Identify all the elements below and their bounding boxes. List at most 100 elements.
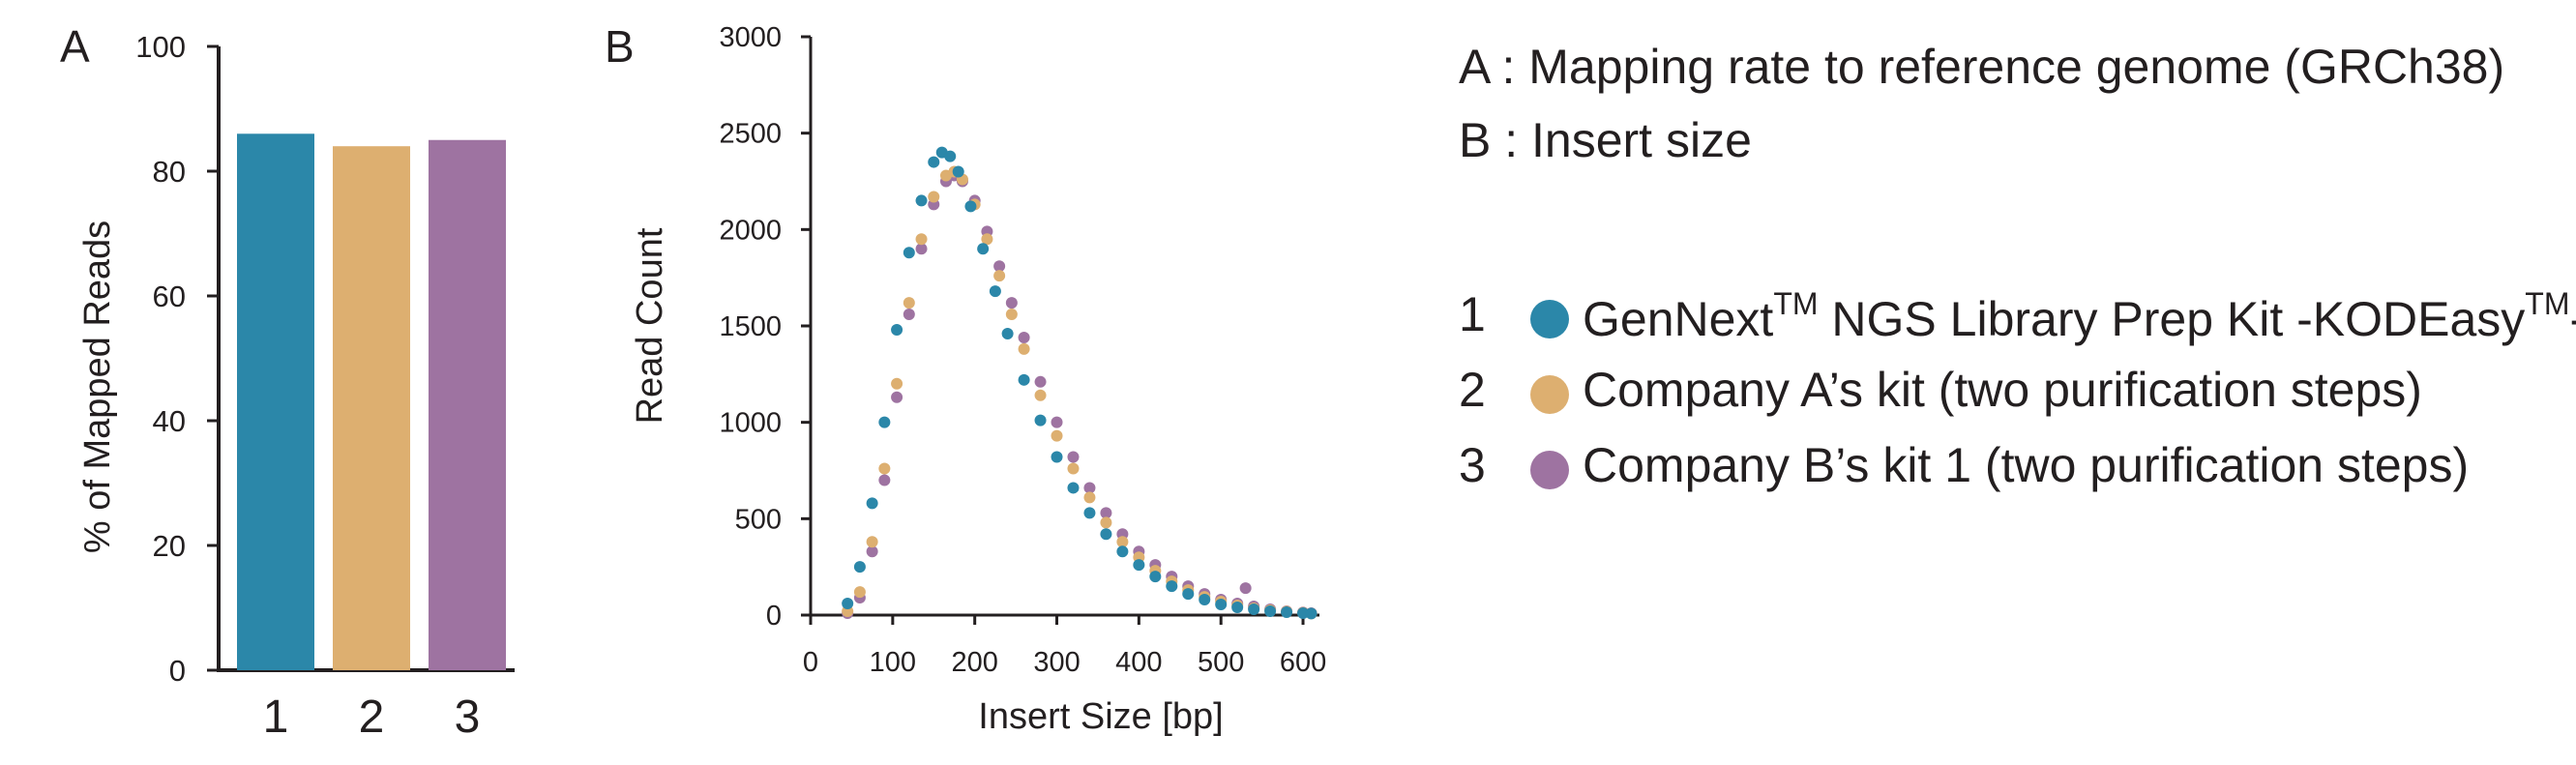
scatter-point <box>1067 482 1080 494</box>
scatter-point <box>1067 462 1080 475</box>
scatter-point <box>866 545 878 558</box>
scatter-point <box>1100 528 1112 541</box>
scatter-point <box>866 497 878 510</box>
scatter-point <box>1018 342 1030 355</box>
scatter-point <box>915 243 928 255</box>
scatter-point <box>1083 491 1096 504</box>
scatter-point <box>1051 416 1063 428</box>
scatter-point <box>1018 373 1030 386</box>
scatter-point <box>1166 580 1178 593</box>
scatter-point <box>1083 482 1096 494</box>
bar-2 <box>333 146 410 670</box>
scatter-point <box>1116 536 1129 548</box>
scatter-series-2 <box>842 165 1318 620</box>
scatter-point <box>878 474 891 486</box>
scatter-xtick-label: 600 <box>1280 647 1326 678</box>
scatter-point <box>952 165 964 178</box>
scatter-point <box>891 391 903 403</box>
scatter-point <box>989 285 1001 298</box>
bar-ytick-label: 0 <box>169 654 186 688</box>
scatter-series-1 <box>842 146 1318 620</box>
scatter-point <box>1248 603 1260 616</box>
scatter-point <box>1281 606 1293 619</box>
scatter-point <box>1018 331 1030 343</box>
scatter-point <box>1034 389 1047 401</box>
scatter-point <box>903 247 915 259</box>
bar-category-label: 3 <box>455 691 481 743</box>
scatter-point <box>891 377 903 390</box>
scatter-point <box>1005 297 1018 309</box>
scatter-point <box>1264 605 1277 618</box>
bar-ytick-label: 100 <box>135 30 186 64</box>
panel-a-label: A <box>60 21 90 72</box>
scatter-point <box>1133 559 1145 572</box>
scatter-series-3 <box>842 169 1318 620</box>
scatter-point <box>1149 571 1162 583</box>
scatter-xtick-label: 100 <box>870 647 916 678</box>
scatter-xtick-label: 0 <box>803 647 818 678</box>
scatter-point <box>891 323 903 336</box>
scatter-xtick-label: 500 <box>1198 647 1244 678</box>
scatter-point <box>1034 414 1047 427</box>
scatter-point <box>878 462 891 475</box>
scatter-point <box>1199 594 1211 606</box>
scatter-xtick-label: 300 <box>1033 647 1080 678</box>
scatter-point <box>944 150 957 162</box>
scatter-point <box>866 536 878 548</box>
scatter-ytick-label: 1000 <box>719 408 782 439</box>
scatter-point <box>1051 451 1063 463</box>
scatter-ytick-label: 0 <box>766 601 782 632</box>
scatter-xtick-label: 200 <box>951 647 997 678</box>
bar-ytick-label: 40 <box>153 404 186 438</box>
bar-3 <box>429 139 506 670</box>
scatter-point <box>1182 588 1195 601</box>
scatter-point <box>915 194 928 207</box>
scatter-point <box>842 598 854 610</box>
scatter-point <box>1239 582 1252 595</box>
scatter-ytick-label: 500 <box>735 504 782 535</box>
scatter-point <box>1083 507 1096 519</box>
bar-category-label: 2 <box>359 691 385 743</box>
scatter-point <box>1001 327 1014 339</box>
scatter-point <box>977 243 990 255</box>
scatter-ytick-label: 2500 <box>719 119 782 150</box>
scatter-chart: Read Count Insert Size [bp] 050010001500… <box>630 22 1326 737</box>
scatter-ylabel: Read Count <box>630 227 670 424</box>
scatter-ytick-label: 1500 <box>719 311 782 342</box>
scatter-point <box>993 260 1006 273</box>
scatter-xtick-label: 400 <box>1115 647 1162 678</box>
scatter-point <box>1067 451 1080 463</box>
bar-category-label: 1 <box>263 691 289 743</box>
scatter-point <box>1051 429 1063 442</box>
scatter-point <box>1231 602 1244 614</box>
scatter-point <box>981 233 993 246</box>
scatter-point <box>1034 375 1047 388</box>
scatter-ytick-label: 2000 <box>719 215 782 246</box>
scatter-point <box>1215 599 1228 611</box>
scatter-point <box>878 416 891 428</box>
scatter-point <box>1005 309 1018 321</box>
bar-1 <box>237 133 314 671</box>
scatter-point <box>903 297 915 309</box>
scatter-xlabel: Insert Size [bp] <box>978 696 1223 737</box>
panel-b-label: B <box>605 21 635 72</box>
bar-chart: % of Mapped Reads 0 20 40 60 80 100 1 2 3 <box>77 30 515 743</box>
scatter-point <box>964 200 977 213</box>
bar-ytick-label: 20 <box>153 529 186 563</box>
scatter-point <box>1100 507 1112 519</box>
bar-ytick-label: 80 <box>153 155 186 189</box>
bar-chart-ylabel: % of Mapped Reads <box>77 221 118 553</box>
scatter-point <box>993 270 1006 282</box>
scatter-point <box>928 156 940 168</box>
scatter-point <box>853 586 866 599</box>
scatter-point <box>1116 545 1129 558</box>
scatter-point <box>1100 516 1112 529</box>
scatter-point <box>1305 607 1318 620</box>
scatter-point <box>928 191 940 203</box>
scatter-point <box>915 233 928 246</box>
scatter-ytick-label: 3000 <box>719 22 782 53</box>
scatter-point <box>853 561 866 574</box>
bar-ytick-label: 60 <box>153 280 186 313</box>
scatter-point <box>903 309 915 321</box>
